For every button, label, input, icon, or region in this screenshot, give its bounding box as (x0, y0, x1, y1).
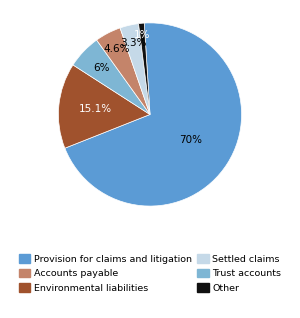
Text: 3.3%: 3.3% (120, 38, 147, 48)
Text: 4.6%: 4.6% (103, 45, 130, 54)
Wedge shape (73, 40, 150, 114)
Wedge shape (97, 28, 150, 114)
Text: 15.1%: 15.1% (79, 104, 112, 114)
Text: 1%: 1% (134, 30, 151, 40)
Legend: Provision for claims and litigation, Accounts payable, Environmental liabilities: Provision for claims and litigation, Acc… (15, 250, 285, 297)
Wedge shape (120, 24, 150, 114)
Text: 70%: 70% (179, 135, 202, 145)
Wedge shape (139, 23, 150, 114)
Wedge shape (65, 23, 242, 206)
Text: 6%: 6% (93, 63, 110, 73)
Wedge shape (58, 65, 150, 148)
